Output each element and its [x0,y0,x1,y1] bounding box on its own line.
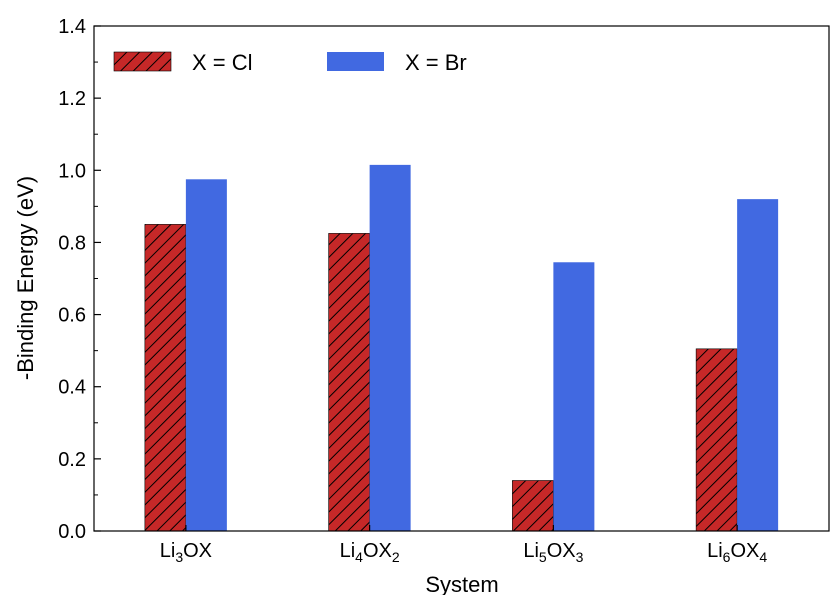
legend: X = Cl X = Br [113,50,467,75]
y-tick-label-6: 1.2 [58,88,86,110]
bars-group [144,164,779,532]
y-tick-label-7: 1.4 [58,16,86,38]
legend-label-br: X = Br [405,50,467,75]
y-tick-label-1: 0.2 [58,449,86,471]
y-tick-label-2: 0.4 [58,377,86,399]
y-tick-label-3: 0.6 [58,305,86,327]
bar-cl-3 [695,348,738,532]
y-tick-label-4: 0.8 [58,232,86,254]
bar-br-3 [737,199,779,531]
x-tick-label-2: Li5OX3 [523,540,583,565]
legend-label-cl: X = Cl [192,50,253,75]
bar-cl-0 [144,224,187,532]
x-axis-label: System [425,572,498,595]
bar-br-2 [553,262,595,531]
legend-swatch-br [327,52,384,71]
bar-cl-1 [328,233,370,532]
axes-group: Li3OX Li4OX2 Li5OX3 Li6OX4 0.0 0.2 0.4 0.6 0.8 1.… [58,16,830,565]
bar-br-0 [185,179,227,531]
x-tick-label-0: Li3OX [160,540,212,565]
x-tick-label-3: Li6OX4 [707,540,767,565]
bar-br-1 [369,164,411,531]
bar-cl-2 [512,480,554,532]
y-tick-label-5: 1.0 [58,160,86,182]
x-tick-label-1: Li4OX2 [340,540,400,565]
y-tick-label-0: 0.0 [58,521,86,543]
legend-swatch-cl [113,51,172,72]
y-axis-label: -Binding Energy (eV) [13,176,38,380]
